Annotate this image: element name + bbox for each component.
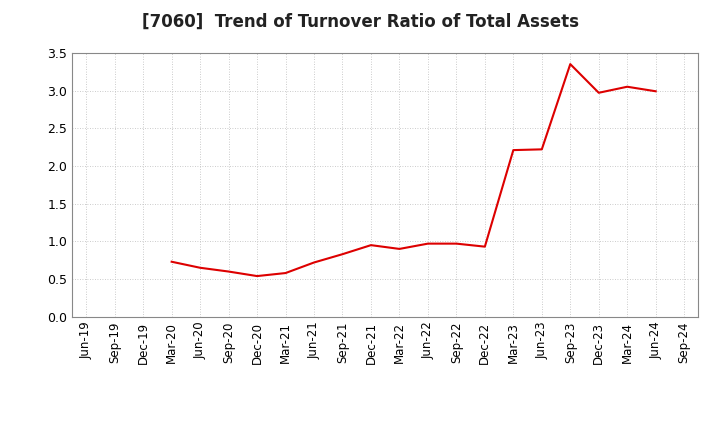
Text: [7060]  Trend of Turnover Ratio of Total Assets: [7060] Trend of Turnover Ratio of Total … <box>142 13 578 31</box>
